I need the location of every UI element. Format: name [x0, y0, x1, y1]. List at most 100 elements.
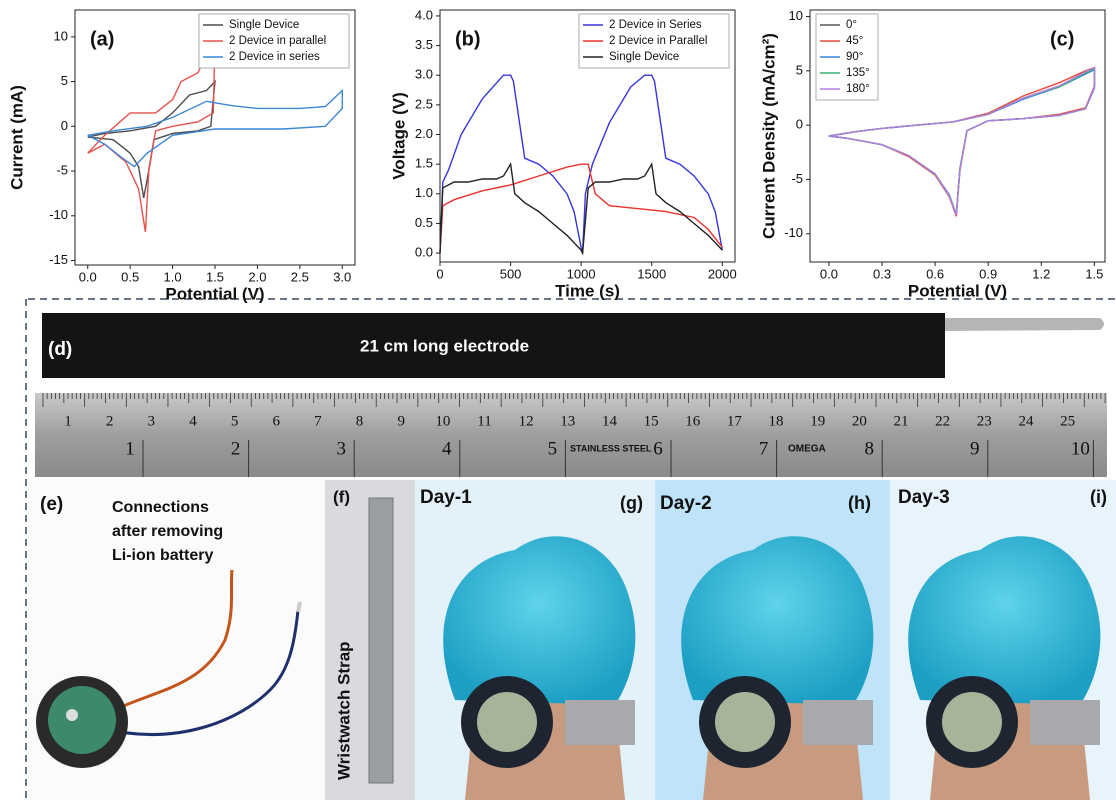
watch-face — [942, 692, 1002, 752]
ruler-number: 3 — [148, 413, 156, 429]
ruler-number: 5 — [548, 438, 558, 459]
watch-face — [715, 692, 775, 752]
strap — [368, 497, 394, 784]
ruler-number: 24 — [1018, 413, 1034, 429]
ruler-number: 1 — [64, 413, 72, 429]
ruler-number: 4 — [189, 413, 197, 429]
x-tick-label: 0 — [436, 266, 443, 281]
x-tick-label: 1.5 — [1085, 266, 1103, 281]
legend-label: 135° — [846, 67, 870, 79]
ruler-number: 17 — [727, 413, 743, 429]
chart: 0 500 1000 1500 2000 0.0 0.5 1.0 1.5 2.0 2.5 3.0 3.5… — [389, 7, 736, 300]
panel-label: (c) — [1050, 28, 1074, 50]
legend-label: 90° — [846, 51, 863, 63]
x-tick-label: 0.0 — [79, 269, 97, 284]
watch-face — [477, 692, 537, 752]
legend-label: 2 Device in Series — [609, 19, 702, 31]
component — [66, 709, 78, 721]
y-tick-label: 1.5 — [415, 156, 433, 171]
glove — [443, 536, 636, 705]
ruler-number: 15 — [644, 413, 659, 429]
ruler-number: 4 — [442, 438, 452, 459]
ruler — [35, 393, 1107, 477]
strap — [803, 700, 873, 745]
glove — [908, 536, 1101, 705]
legend-box — [198, 13, 350, 69]
caption: Day-3 — [898, 487, 950, 508]
series-line — [87, 79, 216, 199]
ruler-number: 25 — [1060, 413, 1075, 429]
x-tick-label: 3.0 — [333, 269, 351, 284]
ruler-number: 13 — [560, 413, 575, 429]
ruler-number: 3 — [336, 438, 346, 459]
y-tick-label: 2.0 — [415, 126, 433, 141]
panel-d: (d) 21 cm long electrode 1 2 3 4 5 6 7 8 9 10 11 12… — [35, 313, 1107, 477]
y-axis-label: Current (mA) — [7, 85, 26, 190]
series-line — [828, 66, 1096, 216]
ruler-number: 7 — [314, 413, 322, 429]
caption: Wristwatch Strap — [334, 641, 353, 780]
y-tick-label: 0.0 — [415, 245, 433, 260]
y-tick-label: -5 — [56, 162, 68, 177]
legend-label: 45° — [846, 35, 863, 47]
y-axis-label: Current Density (mA/cm²) — [759, 33, 778, 239]
y-tick-label: -15 — [49, 252, 68, 267]
legend-box — [578, 13, 730, 69]
ruler-number: 6 — [653, 438, 663, 459]
series-line — [439, 163, 723, 254]
y-tick-label: -10 — [49, 207, 68, 222]
ruler-number: 1 — [125, 438, 135, 459]
x-tick-label: 1500 — [637, 266, 666, 281]
y-tick-label: 3.5 — [415, 37, 433, 52]
caption: Li-ion battery — [112, 547, 213, 564]
x-axis-label: Potential (V) — [165, 284, 264, 303]
x-tick-label: 500 — [500, 266, 522, 281]
y-tick-label: 5 — [796, 62, 803, 77]
ruler-number: 10 — [1071, 438, 1090, 459]
y-tick-label: 0.5 — [415, 215, 433, 230]
circuit — [48, 686, 116, 754]
panel-label: (f) — [333, 487, 350, 506]
ruler-number: 22 — [935, 413, 950, 429]
ruler-number: 11 — [477, 413, 491, 429]
legend-label: Single Device — [609, 51, 679, 63]
ruler-number: 12 — [519, 413, 534, 429]
ruler-number: 2 — [106, 413, 114, 429]
ruler-mark: STAINLESS STEEL — [570, 443, 652, 453]
panel-e: (e) Connections after removing Li-ion ba… — [28, 480, 325, 800]
glove — [681, 536, 874, 705]
legend-label: Single Device — [229, 19, 299, 31]
ruler-number: 8 — [356, 413, 364, 429]
ruler-number: 8 — [864, 438, 874, 459]
electrode — [42, 313, 945, 378]
panel-label: (g) — [620, 493, 643, 513]
y-tick-label: 0 — [796, 117, 803, 132]
plot-frame — [439, 9, 736, 263]
y-tick-label: 1.0 — [415, 185, 433, 200]
chart: 0.0 0.3 0.6 0.9 1.2 1.5 -10 -5 0 5 10 Potential (V)… — [759, 8, 1106, 300]
legend-label: 2 Device in parallel — [229, 35, 326, 47]
ruler-number: 10 — [435, 413, 450, 429]
ruler-number: 20 — [852, 413, 867, 429]
caption: Connections — [112, 499, 209, 516]
ruler-number: 2 — [231, 438, 241, 459]
x-tick-label: 0.6 — [926, 266, 944, 281]
legend-label: 2 Device in Parallel — [609, 35, 707, 47]
ruler-number: 19 — [810, 413, 825, 429]
series-line — [87, 36, 216, 233]
plot-frame — [809, 9, 1106, 263]
wire — [104, 569, 234, 717]
y-tick-label: -10 — [784, 225, 803, 240]
x-axis-label: Potential (V) — [908, 281, 1007, 300]
y-tick-label: 10 — [54, 28, 68, 43]
panel-label: (a) — [90, 28, 114, 50]
series-line — [87, 88, 343, 168]
x-tick-label: 2.5 — [291, 269, 309, 284]
x-tick-label: 1.5 — [206, 269, 224, 284]
ruler-number: 7 — [759, 438, 769, 459]
legend-label: 0° — [846, 19, 857, 31]
y-tick-label: 5 — [61, 73, 68, 88]
panel-label: (d) — [48, 339, 72, 360]
y-tick-label: 3.0 — [415, 67, 433, 82]
y-tick-label: 10 — [789, 8, 803, 23]
